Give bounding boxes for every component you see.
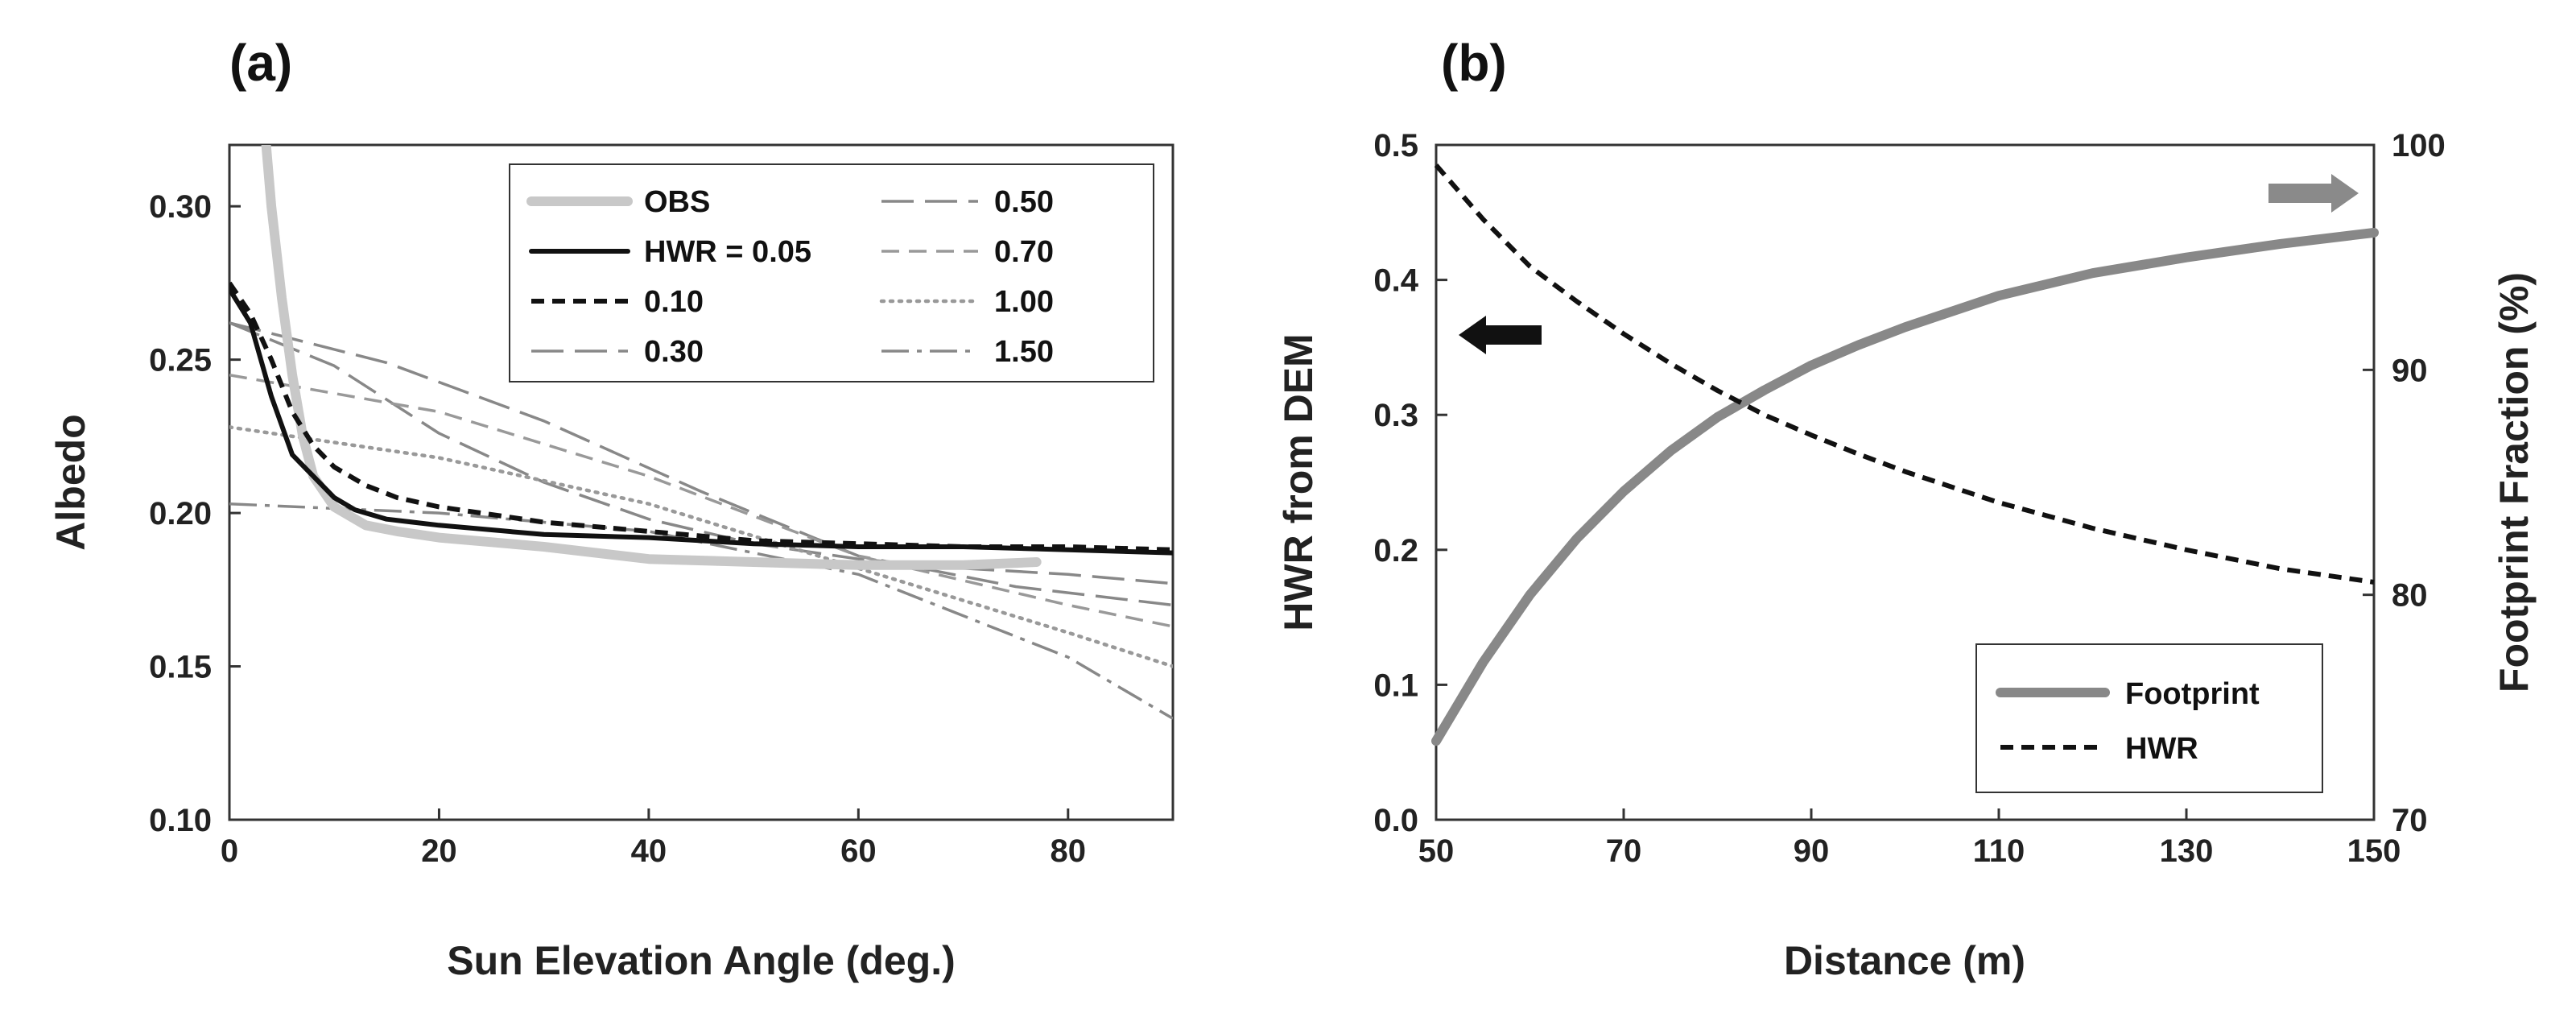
panel-a-series-line bbox=[229, 321, 1173, 607]
panel-a-legend-label: 0.50 bbox=[994, 185, 1054, 219]
panel-a-y-axis-label: Albedo bbox=[48, 414, 93, 550]
panel-a-legend-label: 0.30 bbox=[644, 335, 704, 369]
panel-a-legend-label: 0.70 bbox=[994, 235, 1054, 269]
panel-b-y2-tick-label: 90 bbox=[2392, 353, 2428, 388]
panel-b-y-tick-label: 0.3 bbox=[1373, 398, 1418, 433]
panel-b-label: (b) bbox=[1441, 34, 1507, 92]
panel-b-x-tick-label: 70 bbox=[1606, 833, 1642, 869]
panel-b-x-tick-label: 90 bbox=[1794, 833, 1830, 869]
panel-a-y-tick-label: 0.30 bbox=[149, 189, 212, 225]
panel-a-x-tick-label: 40 bbox=[631, 833, 667, 869]
panel-a-legend-label: 1.50 bbox=[994, 335, 1054, 369]
panel-a-series-line bbox=[229, 321, 1173, 585]
panel-b-legend-label: Footprint bbox=[2125, 677, 2260, 711]
panel-b-x-tick-label: 110 bbox=[1973, 833, 2025, 869]
panel-a-plot-frame bbox=[228, 143, 1174, 821]
panel-a-y-tick-label: 0.20 bbox=[149, 496, 212, 531]
panel-b-y2-tick-label: 100 bbox=[2392, 128, 2446, 163]
panel-b-y2-tick-label: 70 bbox=[2392, 803, 2428, 838]
panel-a-x-tick-label: 80 bbox=[1051, 833, 1087, 869]
panel-b-y-tick-label: 0.2 bbox=[1373, 533, 1418, 569]
panel-b-series-line bbox=[1431, 227, 2379, 746]
panel-a: (a) Sun Elevation Angle (deg.) Albedo 0 2… bbox=[48, 34, 1174, 983]
panel-a-series-line bbox=[229, 287, 1173, 556]
panel-b: (b) Distance (m) HWR from DEM Footprint … bbox=[1276, 34, 2537, 983]
panel-b-x-tick-label: 150 bbox=[2347, 833, 2401, 869]
panel-b-plot-frame bbox=[1435, 143, 2376, 821]
panel-b-x-axis-label: Distance (m) bbox=[1784, 938, 2025, 983]
panel-b-y-tick-label: 0.0 bbox=[1373, 803, 1418, 838]
panel-a-legend-label: OBS bbox=[644, 185, 710, 219]
panel-b-x-tick-label: 130 bbox=[2160, 833, 2214, 869]
panel-a-x-tick-label: 20 bbox=[421, 833, 457, 869]
panel-a-series-line bbox=[229, 502, 1173, 720]
panel-a-legend-label: 1.00 bbox=[994, 285, 1054, 319]
panel-b-x-tick-label: 50 bbox=[1418, 833, 1455, 869]
panel-b-y2-tick-label: 80 bbox=[2392, 578, 2428, 614]
panel-a-y-tick-label: 0.15 bbox=[149, 650, 212, 685]
panel-b-y-axis-label: HWR from DEM bbox=[1276, 333, 1321, 631]
panel-a-label: (a) bbox=[229, 34, 292, 92]
panel-a-y-tick-label: 0.10 bbox=[149, 803, 212, 838]
panel-a-x-tick-label: 0 bbox=[221, 833, 238, 869]
panel-b-legend-label: HWR bbox=[2125, 732, 2198, 766]
panel-b-y-tick-label: 0.5 bbox=[1373, 128, 1418, 163]
panel-a-series-line bbox=[261, 145, 1042, 570]
panel-a-legend-label: HWR = 0.05 bbox=[644, 235, 811, 269]
panel-a-y-tick-label: 0.25 bbox=[149, 343, 212, 378]
panel-a-x-tick-label: 60 bbox=[840, 833, 877, 869]
left-axis-arrow-icon bbox=[1459, 316, 1542, 354]
panel-b-y-tick-label: 0.1 bbox=[1373, 668, 1418, 703]
panel-b-series-line bbox=[1434, 163, 2375, 585]
panel-b-legend bbox=[1975, 643, 2323, 793]
panel-a-x-axis-label: Sun Elevation Angle (deg.) bbox=[447, 938, 956, 983]
panel-b-y-tick-label: 0.4 bbox=[1373, 263, 1418, 299]
panel-b-y2-axis-label: Footprint Fraction (%) bbox=[2491, 272, 2537, 693]
right-axis-arrow-icon bbox=[2268, 174, 2359, 213]
panel-a-legend-label: 0.10 bbox=[644, 285, 704, 319]
panel-a-series-line bbox=[229, 425, 1173, 668]
panel-a-series-line bbox=[229, 373, 1173, 628]
